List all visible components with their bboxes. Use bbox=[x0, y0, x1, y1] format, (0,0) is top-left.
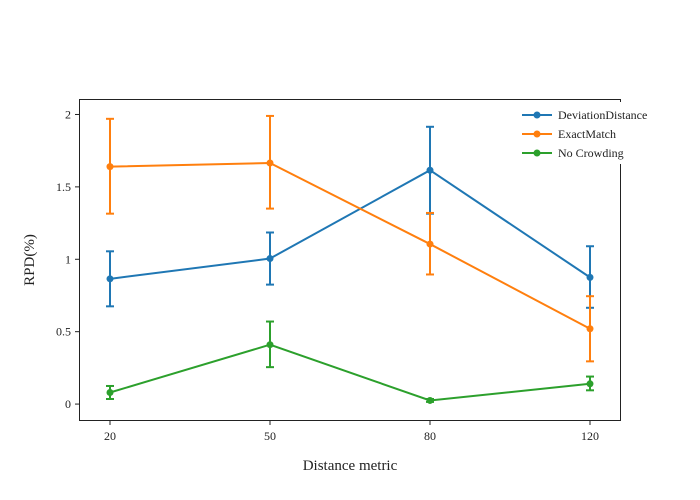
series-no-crowding bbox=[106, 320, 594, 404]
data-point bbox=[106, 163, 114, 171]
x-tick-label: 20 bbox=[104, 429, 116, 443]
data-point bbox=[586, 273, 594, 281]
y-tick-label: 1 bbox=[65, 252, 71, 266]
y-axis: 0 0.5 1 1.5 2 bbox=[56, 107, 80, 411]
data-point bbox=[266, 341, 274, 349]
x-tick-label: 80 bbox=[424, 429, 436, 443]
plot-frame bbox=[79, 99, 621, 421]
data-point bbox=[106, 275, 114, 283]
y-tick-label: 2 bbox=[65, 107, 71, 121]
y-tick-label: 0.5 bbox=[56, 325, 71, 339]
legend-marker bbox=[533, 149, 541, 157]
series-exactmatch bbox=[106, 114, 594, 363]
data-point bbox=[266, 255, 274, 263]
data-point bbox=[426, 396, 434, 404]
series-line bbox=[109, 161, 591, 330]
data-point bbox=[586, 380, 594, 388]
y-tick-label: 0 bbox=[65, 397, 71, 411]
series-layer bbox=[106, 114, 594, 404]
y-axis-title: RPD(%) bbox=[22, 234, 38, 286]
x-axis: 20 50 80 120 bbox=[104, 420, 599, 443]
legend-label: DeviationDistance bbox=[558, 108, 647, 122]
data-point bbox=[586, 325, 594, 333]
data-point bbox=[266, 159, 274, 167]
legend: DeviationDistance ExactMatch No Crowding bbox=[512, 102, 652, 164]
data-point bbox=[426, 166, 434, 174]
data-point bbox=[106, 388, 114, 396]
legend-marker bbox=[533, 130, 541, 138]
legend-label: No Crowding bbox=[558, 146, 624, 160]
y-tick-label: 1.5 bbox=[56, 180, 71, 194]
series-line bbox=[109, 343, 591, 402]
legend-label: ExactMatch bbox=[558, 127, 616, 141]
x-tick-label: 120 bbox=[581, 429, 599, 443]
legend-marker bbox=[533, 111, 541, 119]
data-point bbox=[426, 240, 434, 248]
x-tick-label: 50 bbox=[264, 429, 276, 443]
series-line bbox=[109, 169, 591, 280]
x-axis-title: Distance metric bbox=[303, 458, 398, 474]
